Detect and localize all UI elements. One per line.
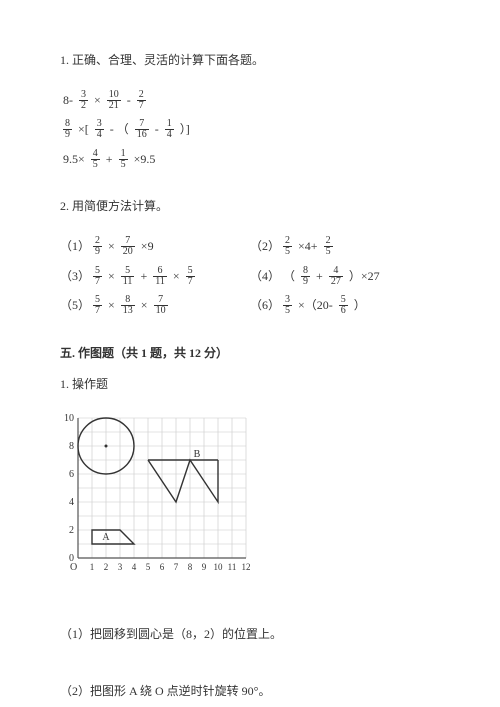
svg-text:8: 8 [188,562,193,572]
expression-text: × [94,90,101,112]
fraction: 427 [329,266,343,287]
expression-text: ）] [180,119,190,141]
expression-line: 8- 32 × 1021 - 27 [60,90,440,112]
svg-text:A: A [102,532,110,543]
fraction: 15 [119,149,128,170]
svg-text:O: O [70,562,77,573]
svg-text:6: 6 [160,562,165,572]
expression-item: （4）（ 89 + 427 ）×27 [250,266,440,288]
item-label: （2） [250,236,280,258]
expression-text: + [140,266,147,288]
expression-text: + [106,149,113,171]
expression-text: （ [283,266,295,288]
expression-text: - [127,90,131,112]
expression-item: （1）29 × 720 ×9 [60,236,250,258]
fraction: 89 [63,119,72,140]
item-label: （5） [60,295,90,317]
expression-text: 8- [63,90,73,112]
fraction: 57 [186,266,195,287]
expression-text: ）×27 [349,266,380,288]
svg-text:11: 11 [228,562,237,572]
expression-text: × [108,295,115,317]
svg-text:12: 12 [242,562,251,572]
expression-text: + [316,266,323,288]
fraction: 35 [283,295,292,316]
fraction: 34 [95,119,104,140]
svg-text:7: 7 [174,562,179,572]
svg-text:2: 2 [69,525,74,536]
svg-text:2: 2 [104,562,109,572]
task-2: （2）把图形 A 绕 O 点逆时针旋转 90°。 [60,681,440,703]
q2-expressions: （1）29 × 720 ×9（2）25 ×4+ 25（3）57 × 511 + … [60,236,440,325]
section5-sub: 1. 操作题 [60,374,440,396]
section5-heading: 五. 作图题（共 1 题，共 12 分） [60,343,440,365]
fraction: 611 [153,266,167,287]
expression-text: ×4+ [298,236,318,258]
svg-text:10: 10 [64,414,74,424]
expression-text: - （ [110,119,129,141]
svg-text:9: 9 [202,562,207,572]
fraction: 45 [91,149,100,170]
item-label: （1） [60,236,90,258]
fraction: 14 [165,119,174,140]
svg-text:4: 4 [69,497,74,508]
expression-text: ×9.5 [134,149,156,171]
fraction: 25 [283,236,292,257]
expression-item: （3）57 × 511 + 611 × 57 [60,266,250,288]
q1-title: 1. 正确、合理、灵活的计算下面各题。 [60,50,440,72]
item-label: （4） [250,266,280,288]
fraction: 813 [121,295,135,316]
fraction: 511 [121,266,135,287]
fraction: 716 [135,119,149,140]
expression-text: - [155,119,159,141]
fraction: 57 [93,266,102,287]
expression-item: （2）25 ×4+ 25 [250,236,440,258]
expression-text: ×[ [78,119,89,141]
svg-text:10: 10 [214,562,224,572]
expression-text: × [108,266,115,288]
expression-text: 9.5× [63,149,85,171]
svg-text:5: 5 [146,562,151,572]
expression-text: × [141,295,148,317]
fraction: 1021 [107,90,121,111]
svg-text:4: 4 [132,562,137,572]
fraction: 32 [79,90,88,111]
expression-text: × [108,236,115,258]
expression-text: × [173,266,180,288]
expression-text: ×（20- [298,295,333,317]
svg-text:1: 1 [90,562,95,572]
fraction: 29 [93,236,102,257]
expression-item: （6）35 ×（20- 56 ） [250,295,440,317]
expression-text: ） [354,295,366,317]
expression-line: 89 ×[ 34 - （ 716 - 14 ）] [60,119,440,141]
fraction: 57 [93,295,102,316]
fraction: 25 [324,236,333,257]
fraction: 27 [137,90,146,111]
svg-text:3: 3 [118,562,123,572]
grid-figure: 1086420123456789101112OAB [60,414,440,602]
fraction: 720 [121,236,135,257]
task-1: （1）把圆移到圆心是（8，2）的位置上。 [60,624,440,646]
fraction: 89 [301,266,310,287]
svg-text:8: 8 [69,441,74,452]
svg-text:B: B [194,449,201,460]
expression-line: 9.5× 45 + 15 ×9.5 [60,149,440,171]
q2-title: 2. 用简便方法计算。 [60,196,440,218]
item-label: （6） [250,295,280,317]
fraction: 56 [339,295,348,316]
item-label: （3） [60,266,90,288]
svg-text:6: 6 [69,469,74,480]
q1-expressions: 8- 32 × 1021 - 27 89 ×[ 34 - （ 716 - 14 ）]… [60,90,440,171]
expression-text: ×9 [141,236,154,258]
fraction: 710 [154,295,168,316]
expression-item: （5）57 × 813 × 710 [60,295,250,317]
